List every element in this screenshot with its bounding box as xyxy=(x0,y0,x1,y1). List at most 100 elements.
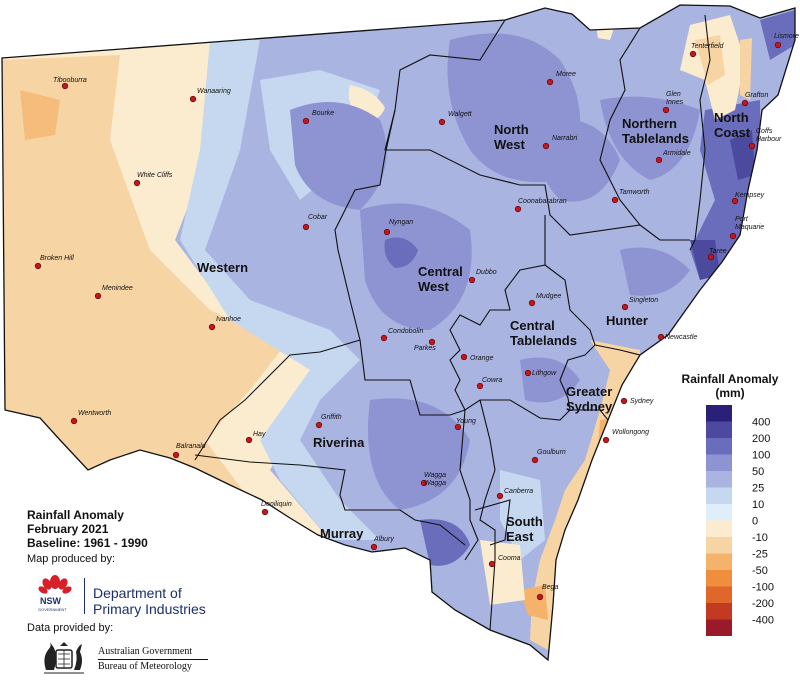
data-provided-by-label: Data provided by: xyxy=(27,622,114,634)
region-label-central-tablelands: Central xyxy=(510,318,555,333)
town-marker xyxy=(172,451,180,459)
town-tibooburra: Tibooburra xyxy=(53,77,87,90)
town-singleton: Singleton xyxy=(621,297,658,311)
town-marker xyxy=(460,353,468,361)
town-label: Armidale xyxy=(662,150,691,157)
legend-swatch xyxy=(706,487,732,504)
town-nyngan: Nyngan xyxy=(383,219,413,236)
town-marker xyxy=(261,508,269,516)
town-label: Tenterfield xyxy=(691,43,725,50)
town-label: Broken Hill xyxy=(40,255,74,262)
town-canberra: Canberra xyxy=(496,488,533,500)
town-label: Grafton xyxy=(745,92,768,99)
town-label: Albury xyxy=(373,536,394,543)
department-name: Department of Primary Industries xyxy=(93,585,206,617)
legend-swatch xyxy=(706,504,732,521)
town-marker xyxy=(707,253,715,261)
town-marker xyxy=(748,142,756,150)
town-label: Wagga xyxy=(424,480,446,487)
region-label-riverina: Riverina xyxy=(313,435,365,450)
legend-swatch xyxy=(706,537,732,554)
town-label: Bega xyxy=(542,584,558,591)
town-marker xyxy=(488,560,496,568)
town-wentworth: Wentworth xyxy=(70,410,111,425)
town-marker xyxy=(133,179,141,187)
legend-label: 25 xyxy=(752,483,764,495)
town-label: Lismore xyxy=(774,33,799,40)
town-bourke: Bourke xyxy=(302,110,334,125)
legend-label: 100 xyxy=(752,450,770,462)
town-label: Balranald xyxy=(176,443,207,450)
town-marker xyxy=(514,205,522,213)
town-orange: Orange xyxy=(460,353,493,362)
logo-divider xyxy=(84,578,85,614)
town-label: Sydney xyxy=(630,398,654,405)
town-label: Moree xyxy=(556,71,576,78)
town-label: Port xyxy=(735,216,749,223)
town-label: Coffs xyxy=(756,128,773,135)
town-coonabarabran: Coonabarabran xyxy=(514,198,567,213)
town-balranald: Balranald xyxy=(172,443,207,459)
region-label-north-west: North xyxy=(494,122,529,137)
title-line-3: Baseline: 1961 - 1990 xyxy=(27,536,148,550)
town-armidale: Armidale xyxy=(655,150,691,164)
town-broken-hill: Broken Hill xyxy=(34,255,74,270)
legend-swatch xyxy=(706,438,732,455)
town-tamworth: Tamworth xyxy=(611,189,650,204)
town-label: Hay xyxy=(253,431,266,438)
agency-name: Australian Government Bureau of Meteorol… xyxy=(98,645,208,674)
legend-label: -10 xyxy=(752,532,768,544)
town-marker xyxy=(454,423,462,431)
town-marker xyxy=(420,479,428,487)
town-marker xyxy=(468,276,476,284)
town-label: Orange xyxy=(470,355,493,362)
legend-swatch xyxy=(706,570,732,587)
town-label: Dubbo xyxy=(476,269,497,276)
town-walgett: Walgett xyxy=(438,111,473,126)
legend-label: -400 xyxy=(752,615,774,627)
town-label: Parkes xyxy=(414,345,436,352)
town-marker xyxy=(689,50,697,58)
town-marker xyxy=(620,397,628,405)
town-marker xyxy=(476,382,484,390)
region-label-northern-tablelands: Tablelands xyxy=(622,131,689,146)
town-label: Coonabarabran xyxy=(518,198,567,205)
town-marker xyxy=(774,41,782,49)
town-white-cliffs: White Cliffs xyxy=(133,172,173,187)
town-marker xyxy=(621,303,629,311)
waratah-logo-icon xyxy=(38,575,72,594)
town-wollongong: Wollongong xyxy=(602,429,649,444)
legend-label: 0 xyxy=(752,516,758,528)
town-label: Nyngan xyxy=(389,219,413,226)
town-label: Ivanhoe xyxy=(216,316,241,323)
title-line-1: Rainfall Anomaly xyxy=(27,508,124,522)
town-ivanhoe: Ivanhoe xyxy=(208,316,241,331)
town-marker xyxy=(208,323,216,331)
town-marker xyxy=(611,196,619,204)
town-label: Maquarie xyxy=(735,224,764,231)
town-label: Menindee xyxy=(102,285,133,292)
legend-label: 10 xyxy=(752,499,764,511)
legend-swatch xyxy=(706,586,732,603)
region-label-central-west: Central xyxy=(418,264,463,279)
legend-swatch xyxy=(706,405,732,422)
agency-divider xyxy=(98,659,208,660)
legend-swatch xyxy=(706,520,732,537)
town-marker xyxy=(542,142,550,150)
region-label-greater-sydney: Greater xyxy=(566,384,612,399)
town-marker xyxy=(496,492,504,500)
town-kempsey: Kempsey xyxy=(731,192,765,205)
town-bega: Bega xyxy=(536,584,558,601)
town-marker xyxy=(315,421,323,429)
town-marker xyxy=(438,118,446,126)
town-marker xyxy=(657,333,665,341)
town-tenterfield: Tenterfield xyxy=(689,43,725,58)
town-lithgow: Lithgow xyxy=(524,369,557,377)
town-marker xyxy=(528,299,536,307)
